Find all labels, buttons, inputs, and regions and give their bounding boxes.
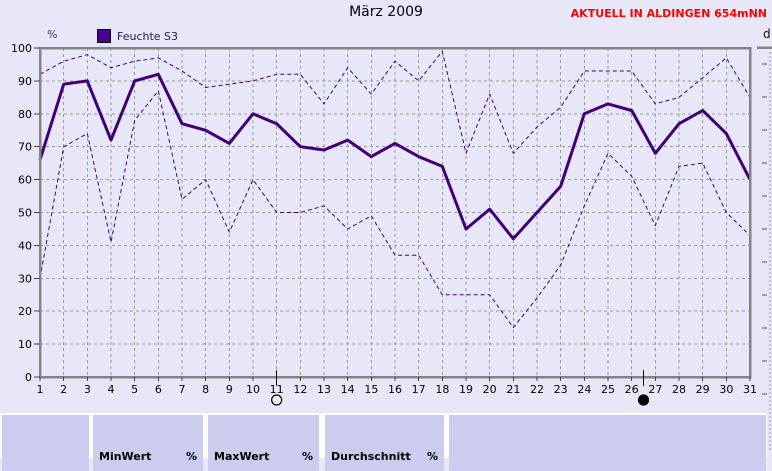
stats-sensor-cell: Feuchte S3 Helligkeit — [2, 415, 89, 471]
x-tick-label: 11 — [270, 383, 284, 396]
x-tick-label: 31 — [743, 383, 757, 396]
x-tick-label: 28 — [672, 383, 686, 396]
x-tick-label: 20 — [483, 383, 497, 396]
x-tick-label: 19 — [459, 383, 473, 396]
x-tick-label: 21 — [506, 383, 520, 396]
max-unit: % — [301, 450, 313, 463]
x-tick-label: 30 — [719, 383, 733, 396]
x-tick-label: 6 — [155, 383, 162, 396]
x-tick-label: 13 — [317, 383, 331, 396]
x-tick-label: 4 — [108, 383, 115, 396]
stats-empty-cell — [449, 415, 766, 471]
avg-header: Durchschnitt — [331, 450, 411, 463]
min-header: MinWert — [99, 450, 152, 463]
y-axis-unit-label: % — [47, 28, 58, 41]
series-mean — [38, 72, 752, 241]
x-tick-label: 24 — [577, 383, 591, 396]
legend-swatch-icon — [97, 29, 111, 43]
y-tick-label: 50 — [18, 207, 32, 220]
y-tick-label: 60 — [18, 174, 32, 187]
x-tick-label: 27 — [648, 383, 662, 396]
max-header: MaxWert — [214, 450, 270, 463]
y-tick-label: 80 — [18, 108, 32, 121]
x-tick-label: 5 — [131, 383, 138, 396]
y-tick-label: 0 — [25, 371, 32, 384]
stats-min-cell: MinWert % 21.03. 01:09 15 — [93, 415, 203, 471]
avg-unit: % — [426, 450, 438, 463]
x-tick-label: 9 — [226, 383, 233, 396]
x-tick-label: 8 — [202, 383, 209, 396]
legend: Feuchte S3 — [97, 29, 178, 43]
series-dashed — [39, 90, 751, 329]
moon-phase-full-icon — [271, 394, 283, 406]
x-tick-label: 1 — [37, 383, 44, 396]
x-tick-label: 15 — [364, 383, 378, 396]
series-dashed — [39, 50, 751, 154]
y-tick-label: 90 — [18, 75, 32, 88]
min-unit: % — [185, 450, 197, 463]
y-tick-label: 20 — [18, 305, 32, 318]
next-panel-border — [757, 46, 772, 49]
y-tick-label: 100 — [11, 44, 32, 55]
next-panel-unit-label: d — [763, 27, 771, 41]
x-tick-label: 16 — [388, 383, 402, 396]
page-title: März 2009 — [349, 4, 423, 20]
legend-label: Feuchte S3 — [117, 29, 179, 43]
x-tick-label: 29 — [696, 383, 710, 396]
x-tick-label: 23 — [554, 383, 568, 396]
x-tick-label: 12 — [293, 383, 307, 396]
x-tick-label: 14 — [341, 383, 355, 396]
x-tick-label: 7 — [179, 383, 186, 396]
moon-phase-new-icon — [637, 394, 650, 406]
y-tick-label: 30 — [18, 272, 32, 285]
x-tick-label: 18 — [435, 383, 449, 396]
x-tick-label: 17 — [412, 383, 426, 396]
y-tick-label: 10 — [18, 338, 32, 351]
stats-max-cell: MaxWert % 18.03. 09:51 99 — [208, 415, 319, 471]
y-tick-label: 70 — [18, 141, 32, 154]
x-tick-label: 3 — [84, 383, 91, 396]
x-tick-label: 10 — [246, 383, 260, 396]
x-tick-label: 26 — [625, 383, 639, 396]
stats-avg-cell: Durchschnitt % 71 — [325, 415, 444, 471]
x-tick-label: 25 — [601, 383, 615, 396]
station-status-text: AKTUELL IN ALDINGEN 654mNN — [570, 7, 767, 20]
x-tick-label: 2 — [60, 383, 67, 396]
y-tick-label: 40 — [18, 239, 32, 252]
x-tick-label: 22 — [530, 383, 544, 396]
